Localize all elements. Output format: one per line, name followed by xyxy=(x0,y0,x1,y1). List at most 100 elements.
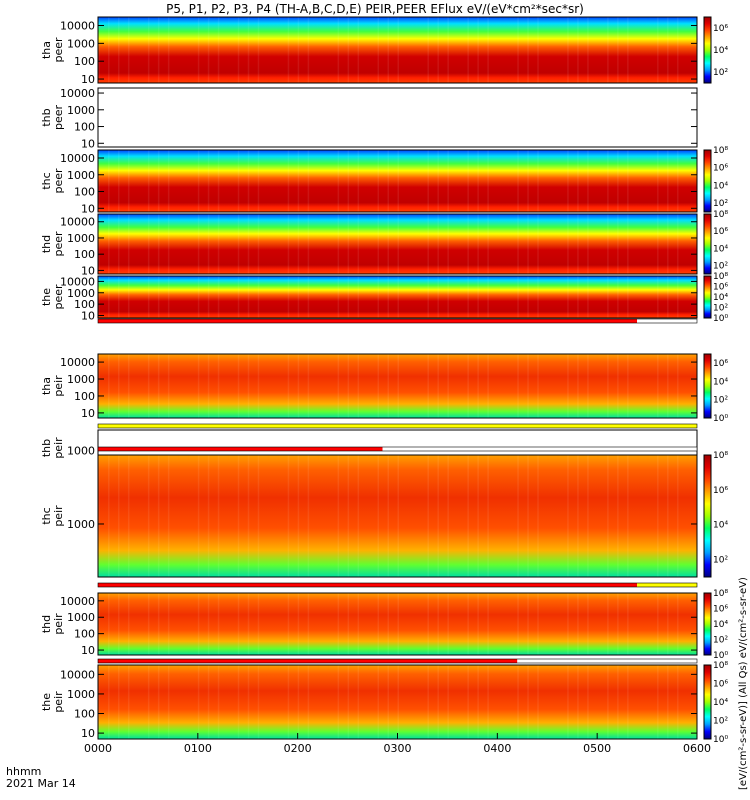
spectrogram-streak xyxy=(667,593,669,655)
spectrogram-streak xyxy=(527,276,529,318)
colorbar-tick-label: 10² xyxy=(713,199,728,209)
y-tick-label: 100 xyxy=(74,248,95,261)
mode-bar-segment xyxy=(517,659,697,663)
colorbar-tick-label: 10² xyxy=(713,556,728,566)
spectrogram-streak xyxy=(377,455,380,577)
spectrogram-streak xyxy=(147,593,150,655)
spectrogram-streak xyxy=(247,214,250,274)
spectrogram-streak xyxy=(487,354,489,418)
spectrogram-streak xyxy=(107,354,110,418)
spectrogram-streak xyxy=(287,214,290,274)
spectrogram-streak xyxy=(387,17,390,83)
spectrogram-the-peir xyxy=(98,665,697,739)
spectrogram-streak xyxy=(487,150,489,212)
spectrogram-streak xyxy=(527,214,529,274)
spectrogram-streak xyxy=(617,665,619,739)
spectrogram-streak xyxy=(537,276,539,318)
spectrogram-streak xyxy=(447,593,449,655)
spectrogram-streak xyxy=(247,17,250,83)
spectrogram-streak xyxy=(587,150,589,212)
colorbar-tick-label: 10⁸ xyxy=(713,146,728,156)
spectrogram-streak xyxy=(567,593,569,655)
mode-bar-frame xyxy=(97,446,698,452)
spectrogram-streak xyxy=(197,214,200,274)
spectrogram-streak xyxy=(397,665,399,739)
panel-label-thb-peir: thbpeir xyxy=(40,437,65,459)
spectrogram-streak xyxy=(337,276,340,318)
colorbar-tick-label: 10⁰ xyxy=(713,651,728,661)
spectrogram-streak xyxy=(617,276,619,318)
colorbar-tick-label: 10⁰ xyxy=(713,735,728,745)
spectrogram-streak xyxy=(117,150,120,212)
spectrogram-streak xyxy=(107,17,110,83)
spectrogram-streak xyxy=(257,17,260,83)
panel-label-tha-peir: thapeir xyxy=(40,375,65,397)
spectrogram-streak xyxy=(257,150,260,212)
colorbar-tha-peir xyxy=(703,353,712,419)
colorbar-tick-label: 10⁴ xyxy=(713,46,728,56)
mode-bar-segment xyxy=(98,659,518,663)
spectrogram-streak xyxy=(387,150,390,212)
x-tick-label: 0200 xyxy=(284,742,312,755)
spectrogram-streak xyxy=(567,214,569,274)
colorbar-tick-label: 10⁸ xyxy=(713,272,728,282)
spectrogram-streak xyxy=(197,354,200,418)
time-axis: 0000 0100 0200 0300 0400 0500 0600 xyxy=(84,733,711,755)
spectrogram-streak xyxy=(677,593,679,655)
spectrogram-streak xyxy=(477,593,479,655)
spectrogram-streak xyxy=(307,214,310,274)
mode-bar-segment xyxy=(637,319,697,323)
colorbar-tick-label: 10⁴ xyxy=(713,244,728,254)
spectrogram-streak xyxy=(677,665,679,739)
spectrogram-streak xyxy=(377,593,380,655)
y-tick-label: 1000 xyxy=(67,104,95,117)
spectrogram-streak xyxy=(527,150,529,212)
spectrogram-streak xyxy=(627,665,629,739)
colorbar-tick-label: 10⁶ xyxy=(713,227,728,237)
spectrogram-streak xyxy=(247,354,250,418)
panel-label-the-peer: thepeer xyxy=(40,284,65,310)
spectrogram-streak xyxy=(107,593,110,655)
spectrogram-streak xyxy=(677,150,679,212)
spectrogram-thc-peer xyxy=(98,150,697,212)
spectrogram-streak xyxy=(677,214,679,274)
y-tick-label: 10000 xyxy=(60,20,95,33)
spectrogram-streak xyxy=(147,214,150,274)
spectrogram-streak xyxy=(377,150,380,212)
spectrogram-streak xyxy=(107,214,110,274)
spectrogram-streak xyxy=(117,354,120,418)
panels-layer: 10100100010000thapeer10⁶10⁴10²1010010001… xyxy=(40,16,728,745)
spectrogram-streak xyxy=(617,17,619,83)
spectrogram-streak xyxy=(587,593,589,655)
spectrogram-streak xyxy=(467,214,469,274)
colorbar-tick-label: 10⁶ xyxy=(713,24,728,34)
y-tick-label: 1000 xyxy=(67,232,95,245)
spectrogram-streak xyxy=(377,665,380,739)
colorbar-tick-label: 10⁶ xyxy=(713,164,728,174)
x-tick-label: 0500 xyxy=(583,742,611,755)
panel-frame xyxy=(97,87,698,148)
y-tick-label: 100 xyxy=(74,708,95,721)
spectrogram-thd-peer xyxy=(98,214,697,274)
colorbar-tick-label: 10⁶ xyxy=(713,359,728,369)
spectrogram-streak xyxy=(467,150,469,212)
spectrogram-streak xyxy=(357,150,360,212)
mode-bar-thb-peir xyxy=(97,446,698,452)
spectrogram-streak xyxy=(257,214,260,274)
spectrogram-streak xyxy=(98,214,100,274)
spectrogram-streak xyxy=(607,214,609,274)
spectrogram-streak xyxy=(297,593,300,655)
spectrogram-streak xyxy=(337,214,340,274)
spectrogram-streak xyxy=(537,354,539,418)
spectrogram-streak xyxy=(517,214,519,274)
spectrogram-streak xyxy=(567,665,569,739)
spectrogram-streak xyxy=(677,276,679,318)
y-tick-label: 10000 xyxy=(60,275,95,288)
spectrogram-streak xyxy=(567,354,569,418)
spectrogram-streak xyxy=(617,150,619,212)
colorbar-tha-peer xyxy=(703,16,712,84)
spectrogram-streak xyxy=(217,665,220,739)
spectrogram-streak xyxy=(397,455,399,577)
x-axis-label-hhmm: hhmm xyxy=(6,765,41,778)
spectrogram-streak xyxy=(577,665,579,739)
